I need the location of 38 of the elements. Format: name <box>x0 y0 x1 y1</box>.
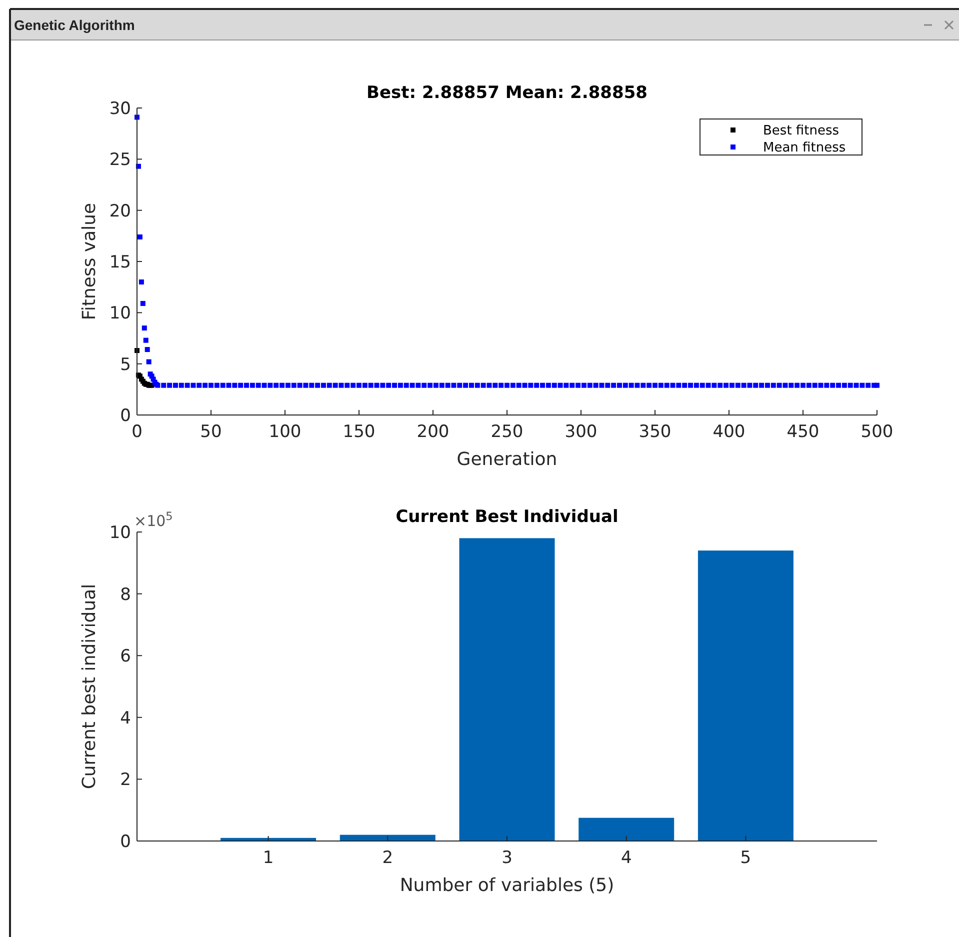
y-tick-label: 10 <box>109 522 131 543</box>
x-tick-label: 200 <box>416 422 450 442</box>
y-tick-label: 0 <box>120 832 131 852</box>
y-tick-label: 6 <box>120 646 131 667</box>
y-tick-label: 4 <box>120 708 131 728</box>
y-tick-label: 8 <box>120 584 131 605</box>
y-tick-label: 5 <box>120 354 131 375</box>
x-axis-title: Number of variables (5) <box>400 875 614 896</box>
legend-label: Best fitness <box>763 124 840 139</box>
x-tick-label: 2 <box>382 848 394 868</box>
x-tick-label: 500 <box>860 422 894 442</box>
chart-title: Current Best Individual <box>396 507 618 527</box>
x-tick-label: 1 <box>262 848 274 868</box>
y-tick-label: 10 <box>109 304 131 324</box>
legend-label: Mean fitness <box>763 140 846 156</box>
x-tick-label: 5 <box>740 848 752 868</box>
x-axis-title: Generation <box>456 449 558 470</box>
y-tick-label: 20 <box>109 201 131 222</box>
chart-title: Best: 2.88857 Mean: 2.88858 <box>366 83 648 103</box>
text: ×10$^{5}$ <box>134 510 173 530</box>
y-axis-title: Current best individual <box>79 584 100 790</box>
y-axis-title: Fitness value <box>79 202 100 320</box>
y-tick-label: 2 <box>120 770 131 790</box>
y-tick-label: 30 <box>109 98 131 119</box>
x-tick-label: 250 <box>490 422 524 442</box>
x-tick-label: 50 <box>200 422 222 442</box>
x-tick-label: 4 <box>620 848 632 868</box>
x-tick-label: 450 <box>786 422 820 442</box>
x-tick-label: 3 <box>502 848 512 868</box>
y-tick-label: 25 <box>109 150 131 170</box>
x-tick-label: 150 <box>342 422 376 442</box>
x-tick-label: 400 <box>712 422 746 442</box>
x-tick-label: 300 <box>564 422 598 442</box>
x-tick-label: 100 <box>268 422 302 442</box>
x-tick-label: 350 <box>638 422 672 442</box>
text: Genetic Algorithm <box>14 17 135 33</box>
y-tick-label: 15 <box>109 252 131 272</box>
y-tick-label: 0 <box>120 406 131 426</box>
